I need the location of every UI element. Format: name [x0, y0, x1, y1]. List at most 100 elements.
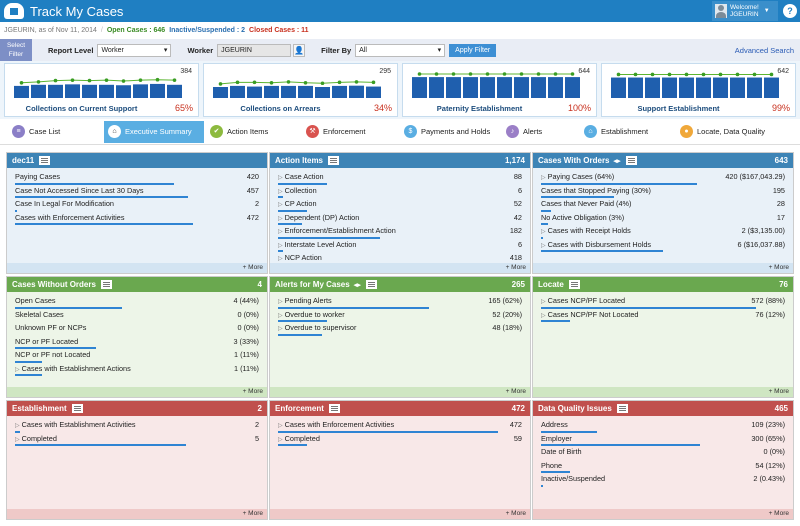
list-item[interactable]: ▷ Cases NCP/PF Located 572 (88%) [541, 296, 785, 310]
tab-locate-data-quality[interactable]: ● Locate, Data Quality [676, 122, 776, 142]
expand-arrows-icon[interactable]: ◂▸ [353, 281, 361, 289]
expand-icon[interactable]: ▷ [541, 175, 546, 181]
tab-enforcement[interactable]: ⚒ Enforcement [302, 122, 398, 142]
list-item[interactable]: ▷ Overdue to worker 52 (20%) [278, 310, 522, 324]
more-link[interactable]: + More [533, 263, 793, 273]
list-item[interactable]: ▷ Cases with Establishment Activities 2 [15, 420, 259, 434]
filter-by-select[interactable]: All ▾ [355, 43, 446, 57]
list-item[interactable]: Cases that Stopped Paying (30%) 195 [541, 186, 785, 200]
list-item[interactable]: Address 109 (23%) [541, 420, 785, 434]
expand-icon[interactable]: ▷ [541, 299, 546, 305]
expand-icon[interactable]: ▷ [278, 242, 283, 249]
list-item[interactable]: NCP or PF Located 3 (33%) [15, 337, 259, 351]
more-link[interactable]: + More [533, 387, 793, 397]
list-item[interactable]: ▷ Paying Cases (64%) 420 ($167,043.29) [541, 172, 785, 186]
expand-icon[interactable]: ▷ [15, 423, 20, 429]
panel-header[interactable]: Alerts for My Cases ◂▸ 265 [270, 277, 530, 292]
list-item[interactable]: No Active Obligation (3%) 17 [541, 213, 785, 227]
expand-icon[interactable]: ▷ [278, 202, 283, 208]
advanced-search-link[interactable]: Advanced Search [734, 46, 794, 55]
kpi-card[interactable]: 642 Support Establishment 99% [601, 63, 796, 117]
more-link[interactable]: + More [7, 263, 267, 273]
more-link[interactable]: + More [7, 509, 267, 519]
panel-header[interactable]: Action Items 1,174 [270, 153, 530, 168]
expand-icon[interactable]: ▷ [278, 188, 283, 195]
list-item[interactable]: ▷ Cases with Disbursement Holds 6 ($16,037… [541, 240, 785, 254]
report-icon[interactable] [100, 280, 112, 289]
expand-icon[interactable]: ▷ [278, 436, 283, 443]
list-item[interactable]: ▷ CP Action 52 [278, 199, 522, 213]
more-link[interactable]: + More [270, 509, 530, 519]
list-item[interactable]: Case Not Accessed Since Last 30 Days 457 [15, 186, 259, 200]
list-item[interactable]: ▷ Interstate Level Action 6 [278, 240, 522, 254]
list-item[interactable]: Paying Cases 420 [15, 172, 259, 186]
list-item[interactable]: ▷ Overdue to supervisor 48 (18%) [278, 323, 522, 337]
tab-alerts[interactable]: ♪ Alerts [502, 122, 578, 142]
more-link[interactable]: + More [7, 387, 267, 397]
list-item[interactable]: Date of Birth 0 (0%) [541, 447, 785, 461]
expand-icon[interactable]: ▷ [278, 229, 283, 235]
expand-icon[interactable]: ▷ [541, 242, 546, 249]
kpi-card[interactable]: 295 Collections on Arrears 34% [203, 63, 398, 117]
kpi-card[interactable]: 384 Collections on Current Support 65% [4, 63, 199, 117]
list-item[interactable]: ▷ Dependent (DP) Action 42 [278, 213, 522, 227]
list-item[interactable]: ▷ Pending Alerts 165 (62%) [278, 296, 522, 310]
report-icon[interactable] [328, 404, 340, 413]
expand-icon[interactable]: ▷ [541, 312, 546, 319]
report-icon[interactable] [39, 156, 51, 165]
panel-header[interactable]: Cases Without Orders 4 [7, 277, 267, 292]
list-item[interactable]: ▷ Cases with Enforcement Activities 472 [278, 420, 522, 434]
tab-action-items[interactable]: ✔ Action Items [206, 122, 300, 142]
help-icon[interactable]: ? [783, 4, 797, 18]
panel-header[interactable]: dec11 [7, 153, 267, 168]
expand-icon[interactable]: ▷ [278, 299, 283, 305]
list-item[interactable]: ▷ Completed 5 [15, 434, 259, 448]
worker-input[interactable]: JGEURIN [217, 43, 292, 57]
list-item[interactable]: Phone 54 (12%) [541, 461, 785, 475]
list-item[interactable]: ▷ Enforcement/Establishment Action 182 [278, 226, 522, 240]
select-filter-button[interactable]: Select Filter [0, 39, 32, 61]
report-icon[interactable] [625, 156, 637, 165]
list-item[interactable]: Cases that Never Paid (4%) 28 [541, 199, 785, 213]
report-icon[interactable] [568, 280, 580, 289]
apply-filter-button[interactable]: Apply Filter [449, 43, 497, 57]
user-lookup-icon[interactable]: 👤 [293, 43, 306, 57]
more-link[interactable]: + More [533, 509, 793, 519]
list-item[interactable]: Cases with Enforcement Activities 472 [15, 213, 259, 227]
expand-icon[interactable]: ▷ [278, 423, 283, 429]
expand-icon[interactable]: ▷ [278, 326, 283, 332]
report-icon[interactable] [616, 404, 628, 413]
list-item[interactable]: Inactive/Suspended 2 (0.43%) [541, 474, 785, 488]
expand-icon[interactable]: ▷ [15, 366, 20, 373]
expand-arrows-icon[interactable]: ◂▸ [613, 157, 621, 165]
expand-icon[interactable]: ▷ [278, 215, 283, 222]
panel-header[interactable]: Establishment 2 [7, 401, 267, 416]
expand-icon[interactable]: ▷ [278, 175, 283, 181]
expand-icon[interactable]: ▷ [278, 312, 283, 319]
list-item[interactable]: ▷ Cases with Establishment Actions 1 (11%) [15, 364, 259, 378]
panel-header[interactable]: Enforcement 472 [270, 401, 530, 416]
expand-icon[interactable]: ▷ [541, 229, 546, 235]
list-item[interactable]: Open Cases 4 (44%) [15, 296, 259, 310]
tab-establishment[interactable]: ⌂ Establishment [580, 122, 674, 142]
list-item[interactable]: Case In Legal For Modification 2 [15, 199, 259, 213]
list-item[interactable]: ▷ Completed 59 [278, 434, 522, 448]
list-item[interactable]: Employer 300 (65%) [541, 434, 785, 448]
report-level-select[interactable]: Worker ▾ [97, 43, 172, 57]
report-icon[interactable] [365, 280, 377, 289]
tab-case-list[interactable]: ≡ Case List [8, 122, 102, 142]
list-item[interactable]: ▷ Cases with Receipt Holds 2 ($3,135.00) [541, 226, 785, 240]
tab-payments-and-holds[interactable]: $ Payments and Holds [400, 122, 500, 142]
list-item[interactable]: ▷ Collection 6 [278, 186, 522, 200]
expand-icon[interactable]: ▷ [15, 436, 20, 443]
list-item[interactable]: NCP or PF not Located 1 (11%) [15, 350, 259, 364]
list-item[interactable]: Skeletal Cases 0 (0%) [15, 310, 259, 324]
panel-header[interactable]: Data Quality Issues 465 [533, 401, 793, 416]
more-link[interactable]: + More [270, 387, 530, 397]
panel-header[interactable]: Locate 76 [533, 277, 793, 292]
report-icon[interactable] [328, 156, 340, 165]
panel-header[interactable]: Cases With Orders ◂▸ 643 [533, 153, 793, 168]
kpi-card[interactable]: 644 Paternity Establishment 100% [402, 63, 597, 117]
list-item[interactable]: ▷ Case Action 88 [278, 172, 522, 186]
report-icon[interactable] [71, 404, 83, 413]
